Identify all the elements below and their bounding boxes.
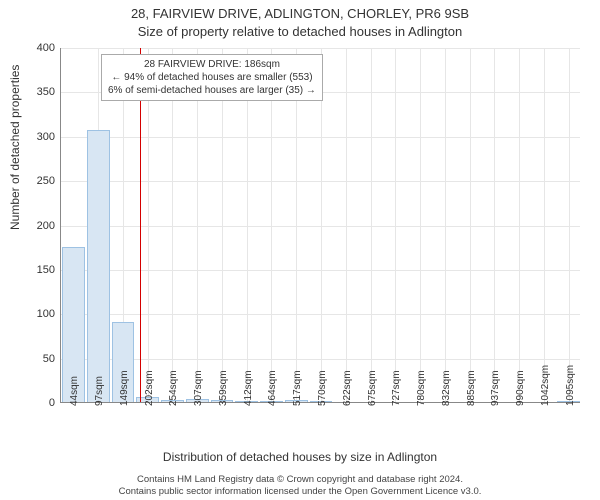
gridline-vertical: [544, 48, 545, 402]
y-axis-label: Number of detached properties: [8, 65, 22, 230]
gridline-vertical: [247, 48, 248, 402]
ytick-label: 200: [37, 220, 55, 232]
gridline-vertical: [172, 48, 173, 402]
xtick-label: 622sqm: [342, 370, 353, 406]
xtick-label: 44sqm: [69, 376, 80, 406]
x-axis-label: Distribution of detached houses by size …: [0, 450, 600, 464]
xtick-label: 990sqm: [515, 370, 526, 406]
xtick-label: 832sqm: [441, 370, 452, 406]
gridline-vertical: [271, 48, 272, 402]
xtick-label: 570sqm: [317, 370, 328, 406]
gridline-vertical: [346, 48, 347, 402]
annotation-line-1: 28 FAIRVIEW DRIVE: 186sqm: [108, 58, 316, 71]
ytick-label: 250: [37, 175, 55, 187]
xtick-label: 464sqm: [267, 370, 278, 406]
gridline-vertical: [420, 48, 421, 402]
gridline-vertical: [148, 48, 149, 402]
chart-title-line-2: Size of property relative to detached ho…: [0, 24, 600, 39]
footer-line-1: Contains HM Land Registry data © Crown c…: [0, 474, 600, 486]
xtick-label: 1095sqm: [565, 365, 576, 406]
xtick-label: 412sqm: [243, 370, 254, 406]
gridline-vertical: [371, 48, 372, 402]
gridline-vertical: [395, 48, 396, 402]
annotation-line-3: 6% of semi-detached houses are larger (3…: [108, 84, 316, 97]
xtick-label: 937sqm: [490, 370, 501, 406]
xtick-label: 97sqm: [94, 376, 105, 406]
xtick-label: 254sqm: [168, 370, 179, 406]
xtick-label: 1042sqm: [540, 365, 551, 406]
gridline-vertical: [445, 48, 446, 402]
xtick-label: 517sqm: [292, 370, 303, 406]
xtick-label: 359sqm: [218, 370, 229, 406]
plot-area: 05010015020025030035040044sqm97sqm149sqm…: [60, 48, 580, 403]
gridline-vertical: [296, 48, 297, 402]
gridline-vertical: [569, 48, 570, 402]
ytick-label: 400: [37, 42, 55, 54]
xtick-label: 727sqm: [391, 370, 402, 406]
gridline-vertical: [470, 48, 471, 402]
chart-title-line-1: 28, FAIRVIEW DRIVE, ADLINGTON, CHORLEY, …: [0, 6, 600, 21]
annotation-box: 28 FAIRVIEW DRIVE: 186sqm ← 94% of detac…: [101, 54, 323, 101]
xtick-label: 307sqm: [193, 370, 204, 406]
gridline-vertical: [222, 48, 223, 402]
ytick-label: 0: [49, 397, 55, 409]
annotation-line-2: ← 94% of detached houses are smaller (55…: [108, 71, 316, 84]
footer-attribution: Contains HM Land Registry data © Crown c…: [0, 474, 600, 498]
gridline-vertical: [321, 48, 322, 402]
reference-line: [140, 48, 141, 402]
chart-container: 28, FAIRVIEW DRIVE, ADLINGTON, CHORLEY, …: [0, 0, 600, 500]
xtick-label: 202sqm: [144, 370, 155, 406]
bar: [87, 130, 110, 402]
ytick-label: 300: [37, 131, 55, 143]
ytick-label: 350: [37, 86, 55, 98]
gridline-vertical: [197, 48, 198, 402]
ytick-label: 150: [37, 264, 55, 276]
footer-line-2: Contains public sector information licen…: [0, 486, 600, 498]
xtick-label: 675sqm: [367, 370, 378, 406]
ytick-label: 100: [37, 308, 55, 320]
xtick-label: 780sqm: [416, 370, 427, 406]
xtick-label: 885sqm: [466, 370, 477, 406]
ytick-label: 50: [43, 353, 55, 365]
gridline-vertical: [494, 48, 495, 402]
xtick-label: 149sqm: [119, 370, 130, 406]
gridline-vertical: [519, 48, 520, 402]
